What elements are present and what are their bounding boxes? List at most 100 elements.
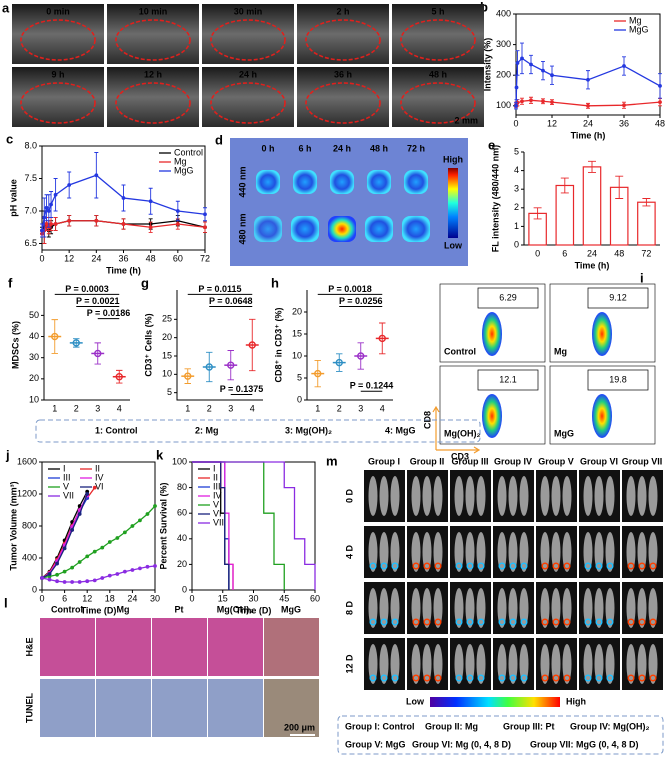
- x-tick-label: 24: [587, 248, 597, 258]
- signal: [498, 618, 506, 626]
- signal: [638, 674, 646, 682]
- column-label: MgG: [281, 604, 301, 614]
- mean-point: [378, 334, 386, 343]
- ultrasound-image: [392, 4, 484, 64]
- panel-label: c: [6, 131, 13, 146]
- time-label: 36 h: [334, 69, 352, 79]
- mouse: [476, 532, 486, 572]
- point: [42, 215, 47, 220]
- mouse: [476, 644, 486, 684]
- scale-label: 200 μm: [284, 722, 315, 732]
- legend-label: Mg: [629, 15, 642, 25]
- p-value: P = 0.0648: [209, 296, 253, 306]
- signal: [563, 618, 571, 626]
- y-tick-label: 40: [177, 533, 187, 543]
- mouse: [379, 644, 389, 684]
- signal-spot: [367, 170, 391, 194]
- signal: [627, 618, 635, 626]
- group-label: Group VI: [580, 456, 618, 466]
- group-label: Group IV: [494, 456, 532, 466]
- x-tick-label: 1: [315, 403, 320, 413]
- mouse: [551, 588, 561, 628]
- row-label: TUNEL: [24, 693, 34, 723]
- ultrasound-image: [12, 4, 104, 64]
- time-label: 48 h: [429, 69, 447, 79]
- signal: [477, 562, 485, 570]
- mouse: [583, 588, 593, 628]
- legend-label: 3: Mg(OH)₂: [285, 425, 332, 435]
- he-image: [40, 618, 95, 676]
- x-axis-label: Time (D): [81, 605, 117, 615]
- panel-label: g: [141, 275, 149, 290]
- x-tick-label: 2: [337, 403, 342, 413]
- flow-density: [592, 312, 612, 356]
- point: [138, 566, 142, 571]
- signal: [466, 562, 474, 570]
- mouse: [497, 476, 507, 516]
- panel-label: d: [215, 132, 223, 147]
- point: [55, 561, 59, 566]
- legend-label: Group II: Mg: [425, 721, 478, 731]
- mouse: [422, 588, 432, 628]
- point: [62, 569, 67, 574]
- ultrasound-image: [297, 67, 389, 127]
- y-tick-label: 0: [514, 239, 519, 249]
- mouse: [422, 644, 432, 684]
- x-tick-label: 45: [279, 593, 289, 603]
- signal: [606, 562, 614, 570]
- signal: [477, 674, 485, 682]
- signal: [541, 562, 549, 570]
- day-label: 8 D: [344, 601, 354, 616]
- fluorescence-image: [230, 138, 468, 266]
- y-tick-label: 1600: [17, 456, 37, 466]
- point: [40, 228, 44, 233]
- roi-outline: [305, 19, 381, 61]
- legend-label: Group IV: Mg(OH)₂: [570, 721, 650, 731]
- legend-label: IV: [95, 472, 104, 482]
- point: [541, 68, 545, 73]
- row-label: 480 nm: [237, 213, 247, 244]
- y-tick-label: 0: [297, 394, 302, 404]
- signal: [498, 562, 506, 570]
- x-tick-label: 30: [248, 593, 258, 603]
- point: [153, 504, 157, 508]
- signal: [520, 674, 528, 682]
- y-tick-label: 40: [29, 331, 39, 341]
- x-tick-label: 1: [52, 403, 57, 413]
- mouse: [411, 476, 421, 516]
- point: [85, 554, 90, 559]
- y-tick-label: 100: [172, 456, 187, 466]
- mouse: [540, 476, 550, 516]
- y-tick-label: 20: [177, 559, 187, 569]
- y-tick-label: 7.0: [24, 205, 37, 215]
- signal: [477, 618, 485, 626]
- x-tick-label: 0: [189, 593, 194, 603]
- point: [175, 209, 180, 213]
- point: [115, 572, 120, 576]
- error-bar: [642, 198, 651, 207]
- tunel-image: [208, 679, 263, 737]
- x-tick-label: 12: [82, 593, 92, 603]
- point: [529, 98, 533, 103]
- x-tick-label: 0: [39, 253, 44, 263]
- error-bar: [184, 368, 191, 384]
- colorbar-label: High: [566, 696, 586, 706]
- roi-outline: [20, 19, 96, 61]
- column-label: Mg: [117, 604, 130, 614]
- group-label: Control: [444, 346, 476, 356]
- mouse: [390, 644, 400, 684]
- point: [145, 512, 150, 516]
- flow-density: [482, 312, 502, 356]
- mean-point: [227, 361, 235, 369]
- point: [92, 485, 97, 490]
- error-bar: [560, 177, 569, 194]
- signal: [380, 562, 388, 570]
- point: [40, 576, 44, 580]
- signal: [391, 562, 399, 570]
- time-label: 9 h: [51, 69, 64, 79]
- mouse: [648, 644, 658, 684]
- point: [70, 565, 75, 570]
- error-bar: [336, 353, 343, 372]
- signal: [455, 562, 463, 570]
- error-bar: [249, 318, 256, 372]
